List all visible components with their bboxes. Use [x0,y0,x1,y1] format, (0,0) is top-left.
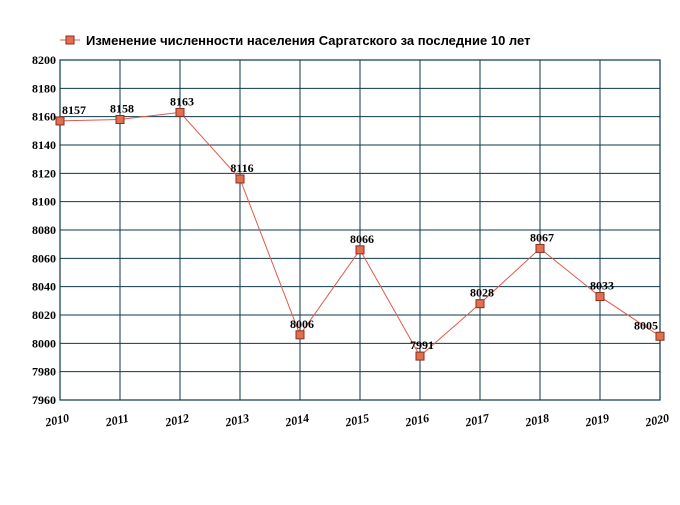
grid [59,59,661,401]
y-tick-label: 7980 [32,365,56,379]
data-point-2019 [595,292,605,302]
y-tick-label: 8100 [32,195,56,209]
data-label-2010: 8157 [62,103,86,117]
data-point-2012 [175,107,185,117]
data-label-2015: 8066 [350,232,374,246]
x-tick-label: 2010 [43,411,70,430]
y-tick-label: 8000 [32,336,56,350]
data-point-2017 [475,299,485,309]
x-tick-label: 2020 [643,411,670,430]
y-tick-label: 8020 [32,308,56,322]
data-point-2013 [235,174,245,184]
y-tick-label: 7960 [32,393,56,407]
data-label-2012: 8163 [170,94,194,108]
x-axis-ticks: 2010 2011 2012 2013 2014 2015 2016 2017 2018 2019… [43,411,670,430]
x-tick-label: 2011 [103,411,130,430]
y-tick-label: 8180 [32,81,56,95]
y-tick-label: 8140 [32,138,56,152]
data-label-2011: 8158 [110,102,134,116]
data-label-2019: 8033 [590,279,614,293]
data-label-2016: 7991 [410,338,434,352]
data-label-2013: 8116 [230,161,253,175]
data-point-2015 [355,245,365,255]
x-tick-label: 2014 [283,411,310,430]
x-tick-label: 2016 [403,411,430,430]
x-tick-label: 2012 [163,411,190,430]
data-point-2011 [115,115,125,124]
legend-marker-swatch [65,35,75,45]
data-point-2016 [415,351,425,361]
y-axis-ticks: 7960 7980 8000 8020 8040 8060 8080 8100 8120 8140… [32,53,56,407]
x-tick-label: 2019 [583,411,610,430]
data-labels: 8157 8158 8163 8116 8006 8066 7991 8028 8067 8033… [62,94,658,352]
legend-label: Изменение численности населения Саргатск… [86,33,530,48]
data-point-2014 [295,330,305,340]
series-population [55,107,665,361]
data-label-2014: 8006 [290,317,314,331]
y-tick-label: 8040 [32,280,56,294]
data-label-2018: 8067 [530,230,554,244]
x-tick-label: 2017 [463,411,491,430]
data-label-2017: 8028 [470,286,494,300]
y-tick-label: 8200 [32,53,56,67]
x-tick-label: 2013 [223,411,250,430]
plot-border [59,59,661,401]
x-tick-label: 2015 [343,411,370,430]
y-tick-label: 8060 [32,251,56,265]
data-label-2020: 8005 [634,318,658,332]
data-point-2010 [55,116,65,126]
y-tick-label: 8080 [32,223,56,237]
legend: Изменение численности населения Саргатск… [60,33,530,48]
y-tick-label: 8120 [32,166,56,180]
data-point-2020 [655,331,665,341]
y-tick-label: 8160 [32,110,56,124]
x-tick-label: 2018 [523,411,550,430]
data-point-2018 [535,243,545,253]
